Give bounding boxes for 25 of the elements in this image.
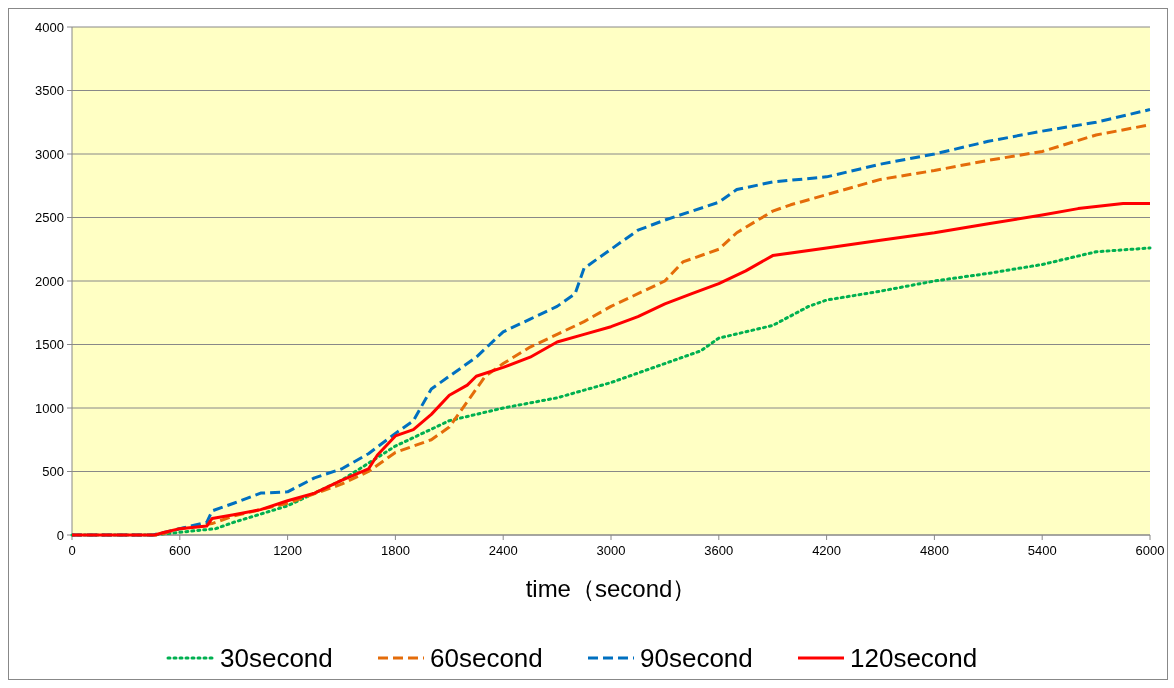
- legend-label: 30second: [220, 643, 333, 674]
- x-tick-label: 0: [68, 543, 76, 558]
- x-tick-label: 1800: [380, 543, 410, 558]
- x-axis-title: time（second）: [525, 575, 697, 602]
- y-tick-label: 2000: [35, 273, 64, 289]
- x-tick-label: 3000: [596, 543, 626, 558]
- x-tick-label: 3600: [704, 543, 734, 558]
- y-tick-label: 3500: [35, 83, 64, 99]
- y-tick-label: 1000: [35, 400, 64, 416]
- x-tick-label: 600: [168, 543, 191, 558]
- x-tick-label: 4200: [812, 543, 842, 558]
- x-tick-label: 4800: [919, 543, 949, 558]
- y-tick-label: 1500: [35, 337, 64, 353]
- y-tick-label: 0: [56, 527, 64, 543]
- x-tick-label: 6000: [1135, 543, 1165, 558]
- y-tick-label: 2500: [35, 210, 64, 226]
- x-tick-label: 5400: [1027, 543, 1057, 558]
- x-tick-label: 2400: [488, 543, 518, 558]
- y-tick-label: 3000: [35, 146, 64, 162]
- legend-label: 90second: [640, 643, 753, 674]
- legend-label: 60second: [430, 643, 543, 674]
- y-tick-label: 4000: [35, 19, 64, 35]
- legend-label: 120second: [850, 643, 978, 674]
- x-tick-label: 1200: [273, 543, 303, 558]
- y-tick-label: 500: [42, 464, 64, 480]
